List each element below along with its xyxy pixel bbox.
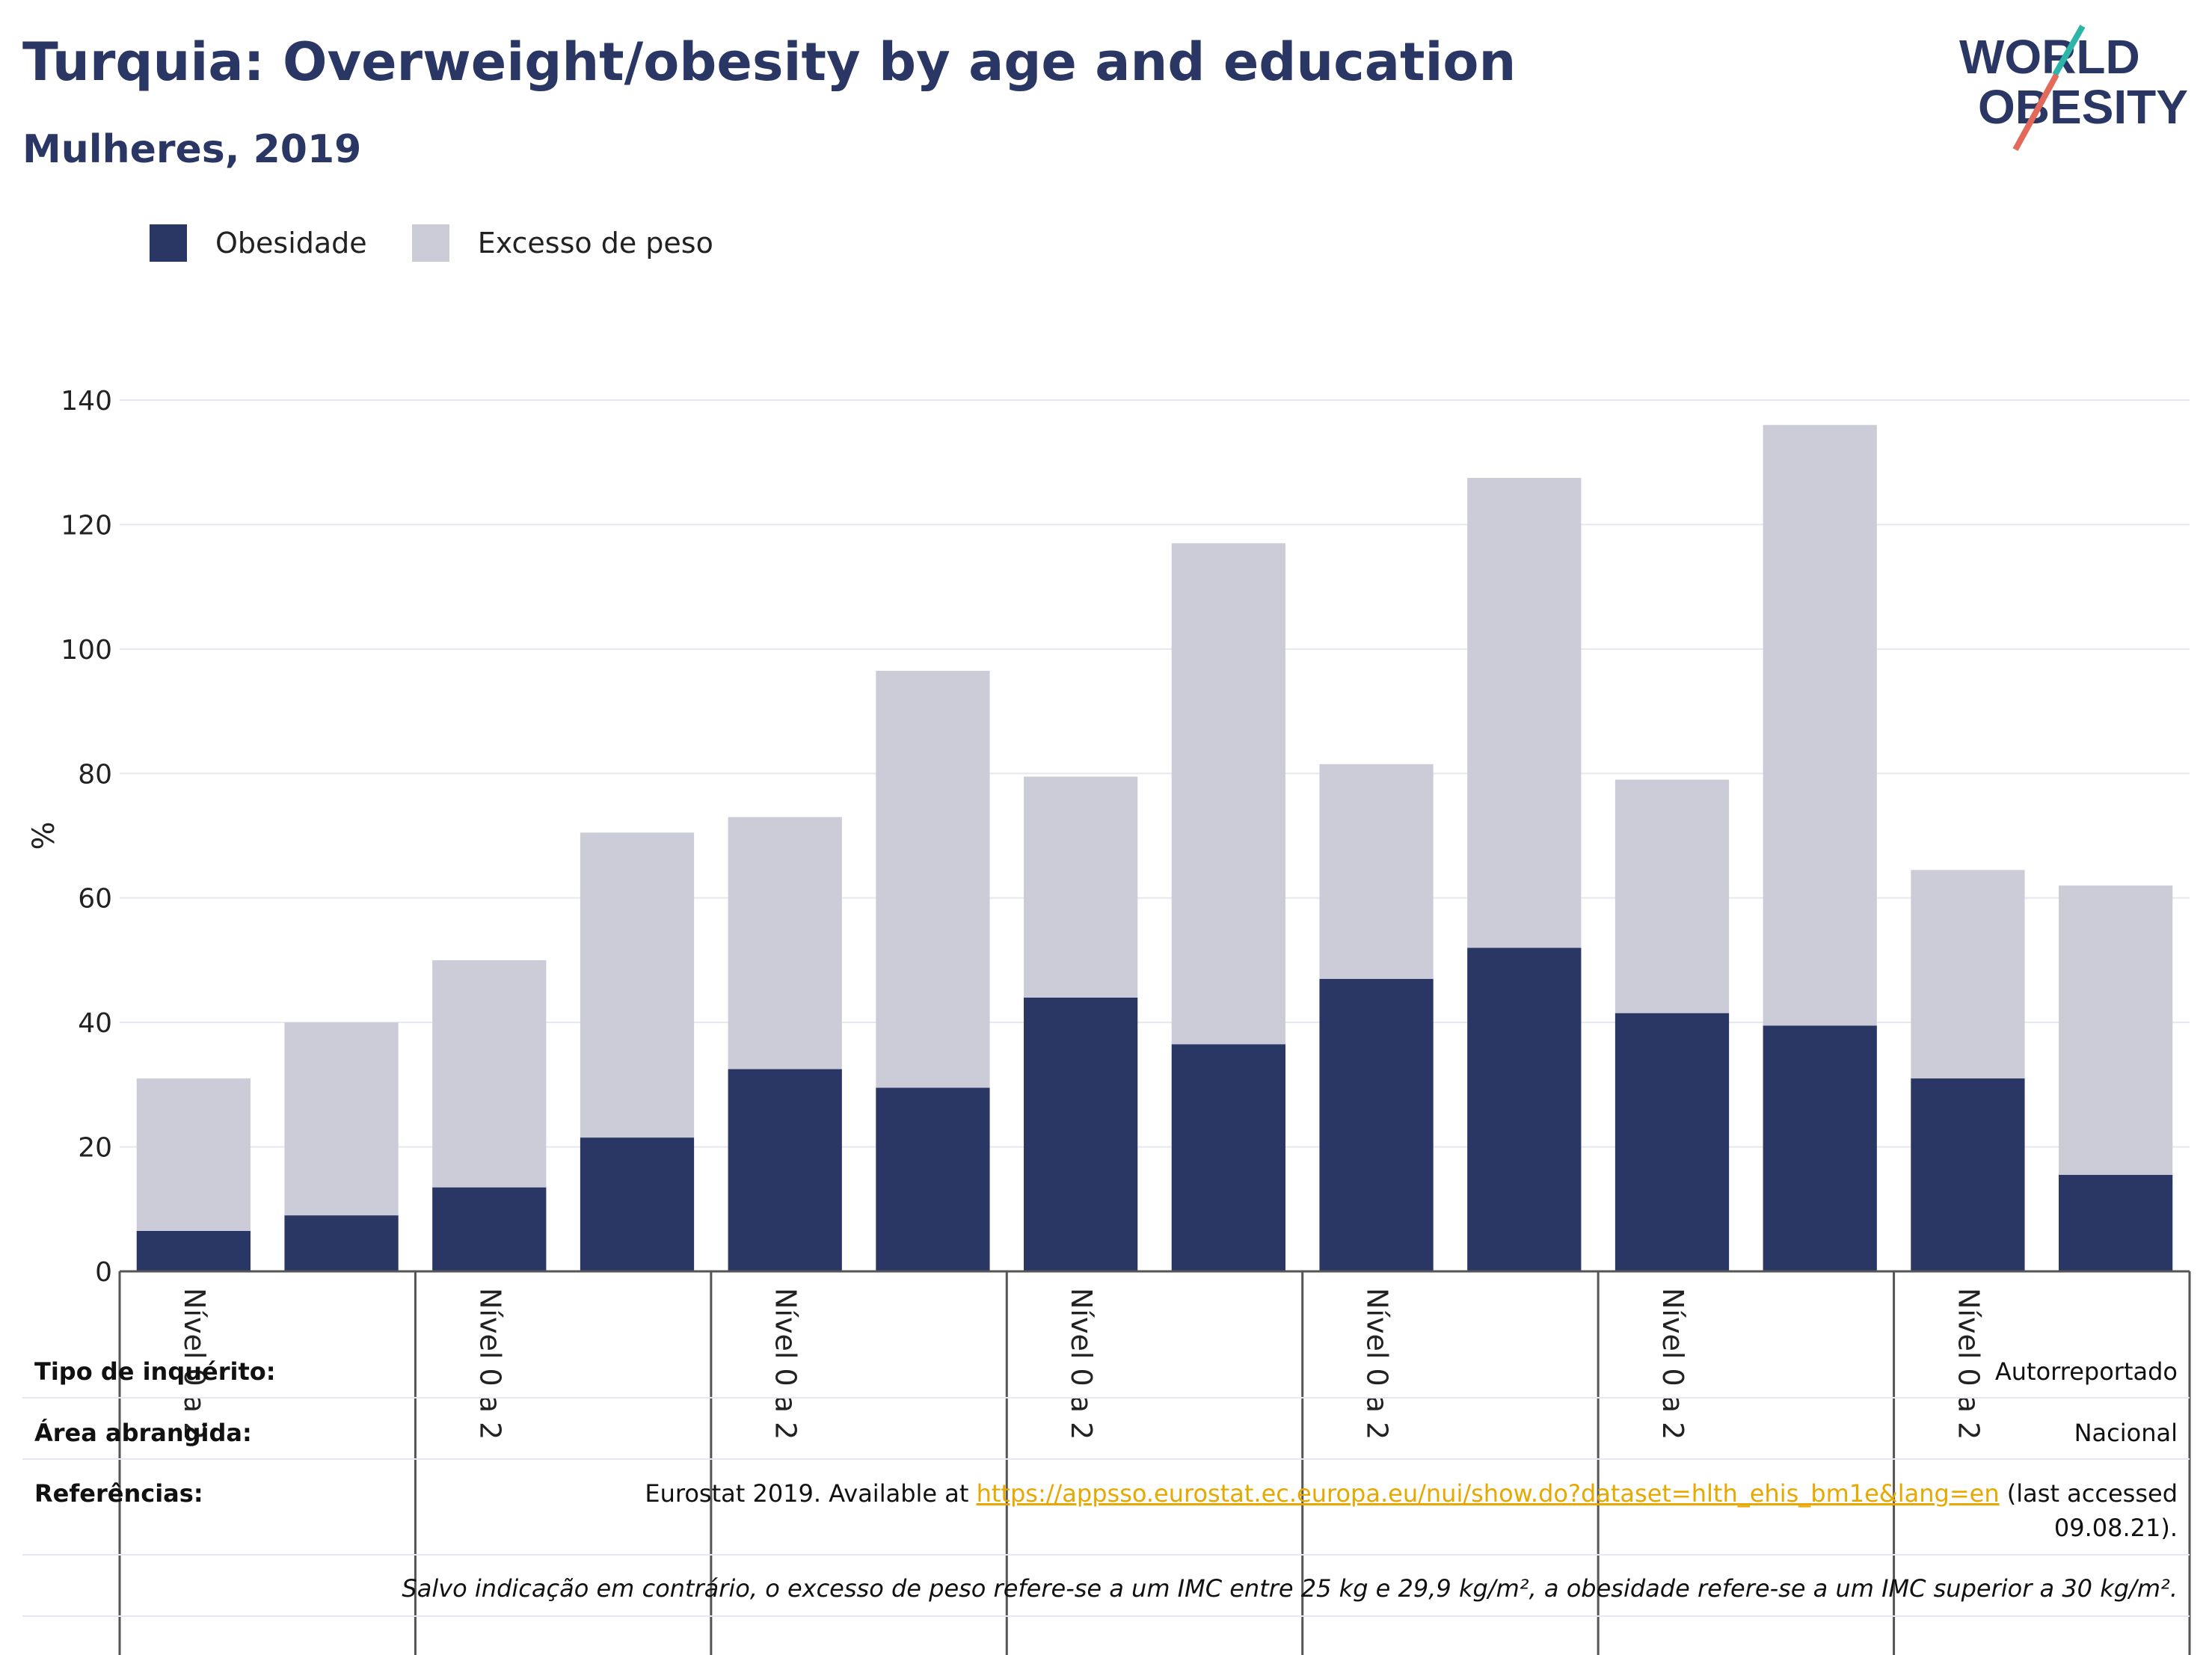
references-suffix: (last accessed: [2006, 1479, 2178, 1508]
bar-overweight: [1319, 764, 1434, 979]
legend-item-overweight: Excesso de peso: [411, 224, 713, 262]
bar-obesity: [580, 1137, 695, 1271]
y-tick-label: 40: [78, 1008, 112, 1039]
bar-obesity: [136, 1230, 251, 1271]
x-tick-label: Nível 0 a 2: [1952, 1288, 1985, 1440]
bar-overweight: [1911, 870, 2025, 1079]
definition-note: Salvo indicação em contrário, o excesso …: [402, 1574, 2178, 1603]
bar-obesity: [1319, 978, 1434, 1271]
references-link[interactable]: https://appsso.eurostat.ec.europa.eu/nui…: [976, 1479, 2000, 1508]
y-tick-label: 120: [61, 510, 112, 541]
y-tick-label: 100: [61, 635, 112, 666]
survey-label: Tipo de inquérito:: [34, 1357, 276, 1386]
bar-obesity: [2059, 1175, 2173, 1271]
page-title: Turquia: Overweight/obesity by age and e…: [22, 31, 1517, 93]
bar-overweight: [876, 670, 990, 1088]
x-tick-label: Nível 0 a 2: [473, 1288, 506, 1440]
bar-obesity: [728, 1069, 842, 1271]
bar-obesity: [1024, 997, 1138, 1271]
y-axis-label: %: [27, 821, 61, 850]
bar-overweight: [1467, 478, 1582, 948]
x-tick-label: Nível 0 a 2: [178, 1288, 211, 1440]
bar-obesity: [1171, 1044, 1285, 1271]
bar-overweight: [580, 832, 695, 1138]
page-subtitle: Mulheres, 2019: [22, 127, 362, 172]
bar-obesity: [432, 1187, 547, 1271]
legend-item-obesity: Obesidade: [150, 224, 367, 262]
bar-overweight: [1024, 776, 1138, 998]
y-tick-label: 140: [61, 386, 112, 417]
legend-swatch-obesity: [150, 224, 187, 262]
area-label: Área abrangida:: [34, 1419, 252, 1447]
x-tick-label: Nível 0 a 2: [769, 1288, 802, 1440]
bar-overweight: [284, 1022, 399, 1216]
divider: [22, 1458, 2190, 1460]
bar-overweight: [432, 959, 547, 1188]
bar-obesity: [1467, 948, 1582, 1271]
legend-swatch-overweight: [411, 224, 449, 262]
references-date: 09.08.21).: [2053, 1514, 2178, 1542]
divider: [22, 1397, 2190, 1398]
logo-line2: OBESITY: [1978, 80, 2188, 134]
y-tick-label: 80: [78, 759, 112, 790]
references-value: Eurostat 2019. Available at https://apps…: [645, 1479, 2178, 1508]
area-value: Nacional: [2074, 1419, 2178, 1447]
logo-slash-red: [2012, 73, 2059, 151]
legend-label-overweight: Excesso de peso: [477, 227, 713, 260]
chart-legend: Obesidade Excesso de peso: [150, 224, 758, 262]
y-tick-label: 60: [78, 884, 112, 915]
bar-overweight: [1615, 779, 1730, 1013]
legend-label-obesity: Obesidade: [215, 227, 367, 260]
x-tick-label: Nível 0 a 2: [1065, 1288, 1098, 1440]
x-tick-label: Nível 0 a 2: [1656, 1288, 1689, 1440]
references-prefix: Eurostat 2019. Available at: [645, 1479, 969, 1508]
logo-line1: WORLD: [1959, 30, 2140, 84]
y-tick-label: 0: [95, 1257, 112, 1288]
bar-overweight: [1171, 543, 1285, 1045]
bar-obesity: [1911, 1078, 2025, 1271]
bar-overweight: [136, 1078, 251, 1231]
bar-overweight: [1763, 425, 1877, 1026]
x-tick-label: Nível 0 a 2: [1361, 1288, 1394, 1440]
world-obesity-logo: WORLD OBESITY: [1959, 25, 2188, 151]
bar-overweight: [2059, 885, 2173, 1176]
bar-obesity: [876, 1087, 990, 1271]
logo-slash-teal: [2052, 25, 2086, 76]
y-tick-label: 20: [78, 1133, 112, 1164]
references-label: Referências:: [34, 1479, 203, 1508]
survey-value: Autorreportado: [1994, 1357, 2178, 1386]
bar-obesity: [1615, 1013, 1730, 1271]
divider: [22, 1554, 2190, 1556]
bar-overweight: [728, 817, 842, 1069]
divider: [22, 1615, 2190, 1617]
bar-obesity: [1763, 1025, 1877, 1271]
bar-obesity: [284, 1215, 399, 1271]
